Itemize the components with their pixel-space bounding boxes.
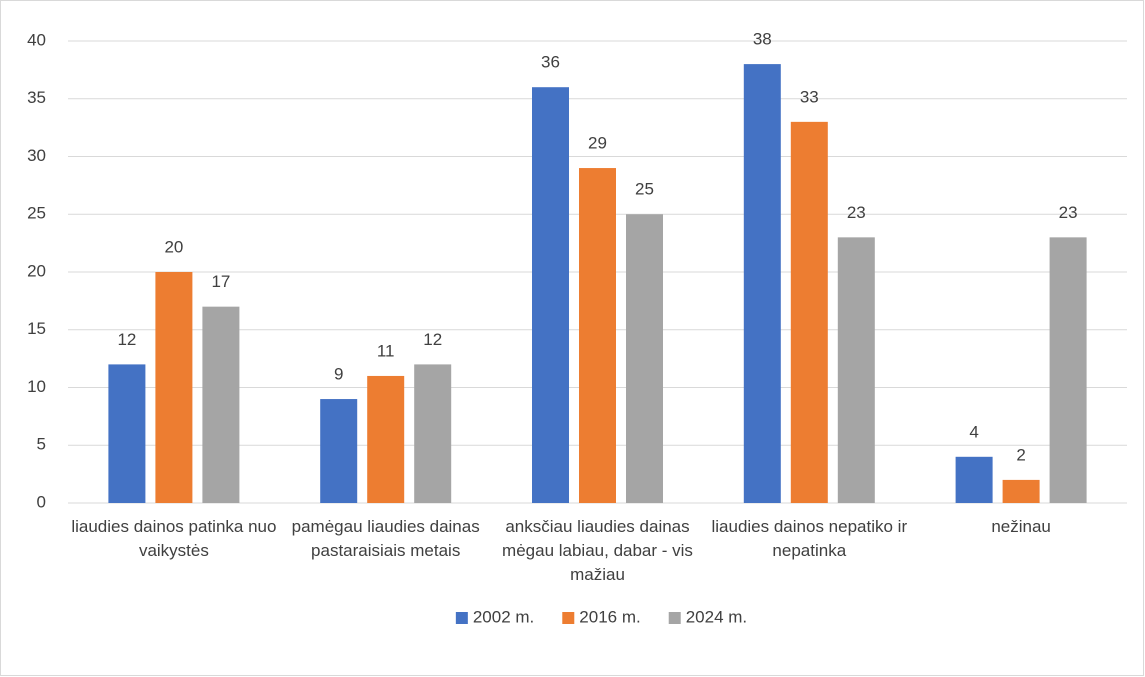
y-tick-label: 15 (27, 319, 46, 338)
data-label: 23 (847, 203, 866, 222)
legend-label: 2024 m. (686, 607, 747, 626)
x-tick-label: anksčiau liaudies dainas mėgau labiau, da… (502, 517, 693, 584)
bar (155, 272, 193, 503)
bar (626, 214, 663, 503)
data-label: 17 (211, 272, 230, 291)
bar (790, 121, 828, 503)
data-label: 4 (969, 422, 978, 441)
data-label: 25 (635, 180, 654, 199)
bar (202, 306, 240, 503)
data-label: 33 (800, 87, 819, 106)
y-tick-label: 30 (27, 146, 46, 165)
data-label: 2 (1016, 445, 1025, 464)
x-tick-label: nežinau (991, 517, 1051, 536)
legend-label: 2002 m. (473, 607, 534, 626)
bar (532, 87, 569, 503)
bar (1002, 479, 1040, 503)
data-label: 38 (753, 30, 772, 49)
y-tick-label: 10 (27, 377, 46, 396)
legend-label: 2016 m. (579, 607, 640, 626)
y-tick-label: 0 (37, 492, 46, 511)
y-tick-label: 20 (27, 261, 46, 280)
y-tick-label: 35 (27, 88, 46, 107)
data-label: 12 (423, 330, 442, 349)
y-tick-label: 5 (37, 435, 46, 454)
data-label: 20 (164, 237, 183, 256)
bar (320, 399, 358, 503)
data-label: 29 (588, 134, 607, 153)
bar (743, 64, 781, 503)
y-tick-label: 25 (27, 204, 46, 223)
legend-swatch (562, 612, 575, 624)
bar (579, 168, 616, 504)
data-label: 36 (541, 53, 560, 72)
x-tick-label: pamėgau liaudies dainas pastaraisiais met… (292, 517, 480, 560)
bar (1049, 237, 1087, 503)
bar (108, 364, 146, 503)
data-label: 11 (377, 341, 395, 360)
data-label: 12 (117, 330, 136, 349)
x-tick-label: liaudies dainos patinka nuo vaikystės (71, 517, 276, 560)
x-tick-label: liaudies dainos nepatiko ir nepatinka (711, 517, 907, 560)
bar (367, 375, 405, 503)
legend-swatch (455, 612, 468, 624)
bar (414, 364, 452, 503)
bar (955, 456, 993, 503)
y-tick-label: 40 (27, 30, 46, 49)
data-label: 9 (334, 365, 343, 384)
legend-swatch (668, 612, 681, 624)
data-label: 23 (1059, 203, 1078, 222)
bar (837, 237, 875, 503)
